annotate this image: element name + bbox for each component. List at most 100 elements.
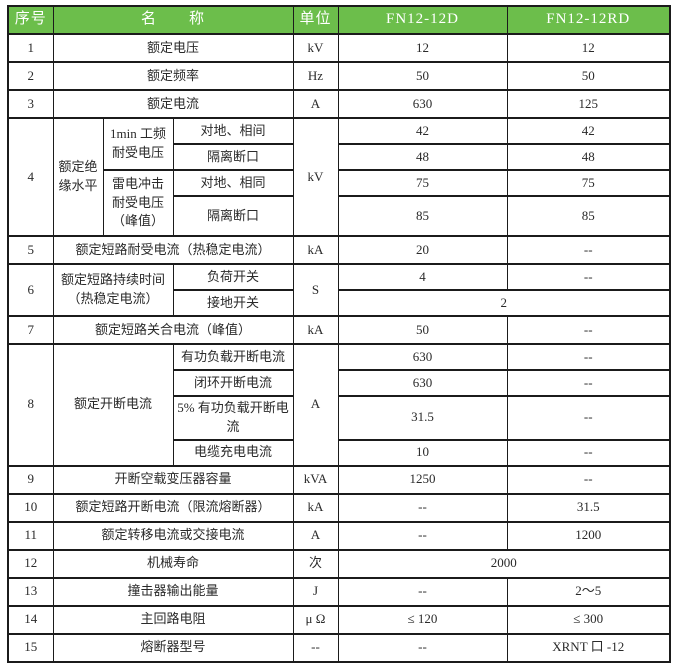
- cell-r8-sub3-rd: --: [506, 438, 671, 467]
- cell-r1-rd: 12: [506, 33, 671, 63]
- cell-r8-sub0-rd: --: [506, 343, 671, 371]
- cell-r10-rd: 31.5: [506, 492, 671, 523]
- cell-r4-sub1-cond: 隔离断口: [172, 143, 294, 171]
- spec-table: 序号 名 称 单位 FN12-12D FN12-12RD 1 额定电压 kV 1…: [7, 5, 671, 663]
- cell-r4-sub0-rd: 42: [506, 117, 671, 145]
- cell-r3-rd: 125: [506, 89, 671, 119]
- table-row: 2 额定频率 Hz 50 50: [7, 61, 671, 91]
- cell-r14-rd: ≤ 300: [506, 604, 671, 635]
- cell-r4-sub2-rd: 75: [506, 169, 671, 197]
- cell-r6-unit: S: [292, 263, 339, 317]
- table-row: 7 额定短路关合电流（峰值） kA 50 --: [7, 315, 671, 345]
- cell-r11-d: --: [337, 520, 508, 551]
- cell-r14-name: 主回路电阻: [52, 604, 294, 635]
- cell-r1-unit: kV: [292, 33, 339, 63]
- cell-r9-name: 开断空载变压器容量: [52, 464, 294, 495]
- table-row: 闭环开断电流 630 --: [8, 369, 671, 397]
- cell-r4-unit: kV: [292, 117, 339, 237]
- table-row: 雷电冲击耐受电压（峰值） 对地、相同 75 75: [8, 169, 671, 237]
- table-row: 隔离断口 48 48: [8, 143, 671, 171]
- cell-r6-no: 6: [7, 263, 54, 317]
- cell-r3-d: 630: [337, 89, 508, 119]
- cell-r2-name: 额定频率: [52, 61, 294, 91]
- cell-r14-no: 14: [7, 604, 54, 635]
- cell-r8-sub0-d: 630: [337, 343, 508, 371]
- cell-r4-sub2-d: 75: [337, 169, 508, 197]
- table-row: 4 额定绝缘水平 1min 工频耐受电压 对地、相间 kV 42 42: [7, 117, 671, 237]
- cell-r14-unit: μ Ω: [292, 604, 339, 635]
- cell-r8-sub3-d: 10: [337, 438, 508, 467]
- cell-r6-sub0-rd: --: [506, 263, 671, 291]
- cell-r12-both: 2000: [337, 548, 671, 579]
- cell-r8-sub2-cond: 5% 有功负载开断电流: [172, 395, 294, 441]
- cell-r3-no: 3: [7, 89, 54, 119]
- cell-r4-sub3-d: 85: [337, 195, 508, 237]
- cell-r9-no: 9: [7, 464, 54, 495]
- cell-r4-impulse-label: 雷电冲击耐受电压（峰值）: [102, 169, 174, 237]
- cell-r9-unit: kVA: [292, 464, 339, 495]
- cell-r10-unit: kA: [292, 492, 339, 523]
- cell-r12-name: 机械寿命: [52, 548, 294, 579]
- cell-r1-no: 1: [7, 33, 54, 63]
- cell-r4-sub1-d: 48: [337, 143, 508, 171]
- table-row: 5% 有功负载开断电流 31.5 --: [8, 395, 671, 441]
- cell-r6-sub0-d: 4: [337, 263, 508, 291]
- table-row: 9 开断空载变压器容量 kVA 1250 --: [7, 464, 671, 495]
- table-row: 14 主回路电阻 μ Ω ≤ 120 ≤ 300: [7, 604, 671, 635]
- header-cell-unit: 单位: [292, 5, 339, 35]
- cell-r15-no: 15: [7, 632, 54, 663]
- cell-r4-sub0-cond: 对地、相间: [172, 117, 294, 145]
- cell-r8-sub0-cond: 有功负载开断电流: [172, 343, 294, 371]
- header-cell-name: 名 称: [52, 5, 294, 35]
- cell-r4-group: 额定绝缘水平: [52, 117, 104, 237]
- header-cell-fn12-12d: FN12-12D: [337, 5, 508, 35]
- cell-r8-no: 8: [7, 343, 54, 467]
- cell-r11-rd: 1200: [506, 520, 671, 551]
- cell-r7-name: 额定短路关合电流（峰值）: [52, 315, 294, 345]
- cell-r4-freq-label: 1min 工频耐受电压: [102, 117, 174, 171]
- cell-r8-sub3-cond: 电缆充电电流: [172, 438, 294, 467]
- cell-r12-no: 12: [7, 548, 54, 579]
- cell-r6-sub1-cond: 接地开关: [172, 289, 294, 317]
- cell-r11-no: 11: [7, 520, 54, 551]
- table-row: 电缆充电电流 10 --: [8, 438, 671, 467]
- table-row: 6 额定短路持续时间（热稳定电流） 负荷开关 S 4 --: [7, 263, 671, 317]
- table-row: 15 熔断器型号 -- -- XRNT 口 -12: [7, 632, 671, 663]
- table-row: 接地开关 2: [8, 289, 671, 317]
- cell-r11-name: 额定转移电流或交接电流: [52, 520, 294, 551]
- cell-r4-sub3-rd: 85: [506, 195, 671, 237]
- cell-r8-sub1-cond: 闭环开断电流: [172, 369, 294, 397]
- cell-r8-sub1-d: 630: [337, 369, 508, 397]
- table-row: 13 撞击器输出能量 J -- 2～5: [7, 576, 671, 607]
- cell-r4-sub3-cond: 隔离断口: [172, 195, 294, 237]
- cell-r13-name: 撞击器输出能量: [52, 576, 294, 607]
- cell-r8-sub2-d: 31.5: [337, 395, 508, 441]
- cell-r12-unit: 次: [292, 548, 339, 579]
- table-row: 12 机械寿命 次 2000: [7, 548, 671, 579]
- cell-r13-rd: 2～5: [506, 576, 671, 607]
- cell-r9-rd: --: [506, 464, 671, 495]
- table-row: 5 额定短路耐受电流（热稳定电流） kA 20 --: [7, 235, 671, 265]
- cell-r5-name: 额定短路耐受电流（热稳定电流）: [52, 235, 294, 265]
- cell-r6-name: 额定短路持续时间（热稳定电流）: [52, 263, 174, 317]
- table-row: 隔离断口 85 85: [8, 195, 671, 237]
- cell-r5-unit: kA: [292, 235, 339, 265]
- cell-r1-name: 额定电压: [52, 33, 294, 63]
- cell-r4-sub1-rd: 48: [506, 143, 671, 171]
- table-row: 8 额定开断电流 有功负载开断电流 A 630 --: [7, 343, 671, 467]
- cell-r5-d: 20: [337, 235, 508, 265]
- cell-r7-d: 50: [337, 315, 508, 345]
- cell-r13-unit: J: [292, 576, 339, 607]
- cell-r2-rd: 50: [506, 61, 671, 91]
- cell-r5-rd: --: [506, 235, 671, 265]
- cell-r10-d: --: [337, 492, 508, 523]
- table-row: 10 额定短路开断电流（限流熔断器） kA -- 31.5: [7, 492, 671, 523]
- cell-r6-sub1-both: 2: [337, 289, 671, 317]
- cell-r8-unit: A: [292, 343, 339, 467]
- cell-r4-sub0-d: 42: [337, 117, 508, 145]
- header-row: 序号 名 称 单位 FN12-12D FN12-12RD: [7, 5, 671, 35]
- table-row: 11 额定转移电流或交接电流 A -- 1200: [7, 520, 671, 551]
- cell-r8-name: 额定开断电流: [52, 343, 174, 467]
- table-row: 1 额定电压 kV 12 12: [7, 33, 671, 63]
